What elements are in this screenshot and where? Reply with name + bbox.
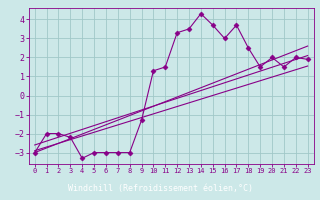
Text: Windchill (Refroidissement éolien,°C): Windchill (Refroidissement éolien,°C): [68, 184, 252, 193]
